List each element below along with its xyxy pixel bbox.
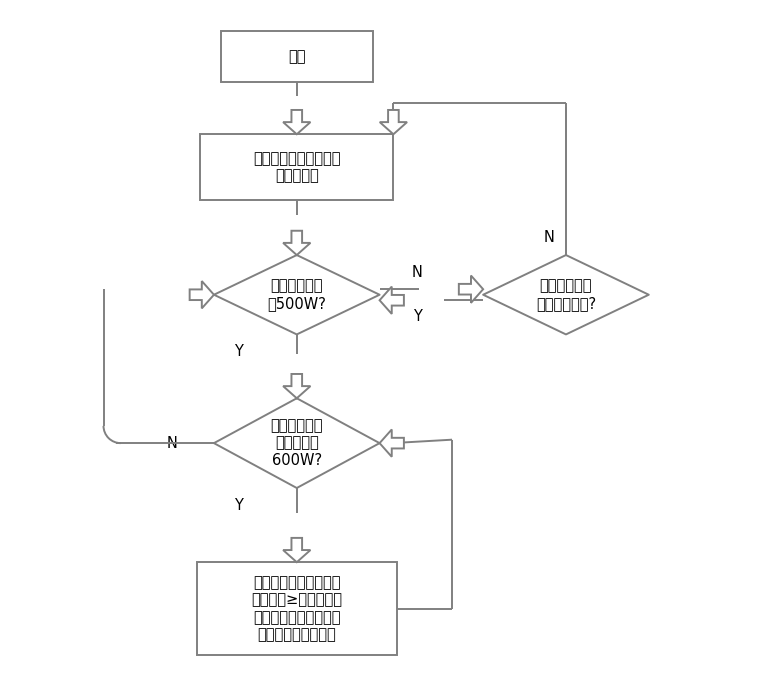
- Text: 启动: 启动: [288, 49, 305, 64]
- Polygon shape: [283, 110, 311, 134]
- Text: 从一个方向依次打开一
个电控开关: 从一个方向依次打开一 个电控开关: [253, 151, 341, 183]
- Polygon shape: [380, 287, 404, 314]
- Polygon shape: [283, 538, 311, 562]
- FancyBboxPatch shape: [196, 562, 397, 656]
- Polygon shape: [380, 110, 407, 134]
- FancyBboxPatch shape: [221, 30, 373, 82]
- Text: 关掉一个充电模块。该
模块功率≥超额功率，
且该模块功率在所有模
块中最接近超额功率: 关掉一个充电模块。该 模块功率≥超额功率， 且该模块功率在所有模 块中最接近超额…: [251, 575, 342, 642]
- Text: 总功率是否超
过额定功率
600W?: 总功率是否超 过额定功率 600W?: [271, 419, 323, 468]
- Text: N: N: [167, 436, 178, 450]
- Polygon shape: [283, 374, 311, 398]
- Text: Y: Y: [233, 498, 243, 513]
- Polygon shape: [459, 276, 483, 303]
- Text: 是否已经打开
全部电控开关?: 是否已经打开 全部电控开关?: [536, 279, 596, 311]
- Polygon shape: [189, 281, 214, 308]
- Text: 总功率是否超
过500W?: 总功率是否超 过500W?: [267, 279, 326, 311]
- Polygon shape: [380, 430, 404, 457]
- Text: N: N: [543, 230, 554, 245]
- Text: Y: Y: [233, 344, 243, 359]
- Polygon shape: [283, 231, 311, 255]
- Text: Y: Y: [413, 309, 422, 324]
- FancyBboxPatch shape: [200, 134, 393, 200]
- Text: N: N: [412, 265, 423, 280]
